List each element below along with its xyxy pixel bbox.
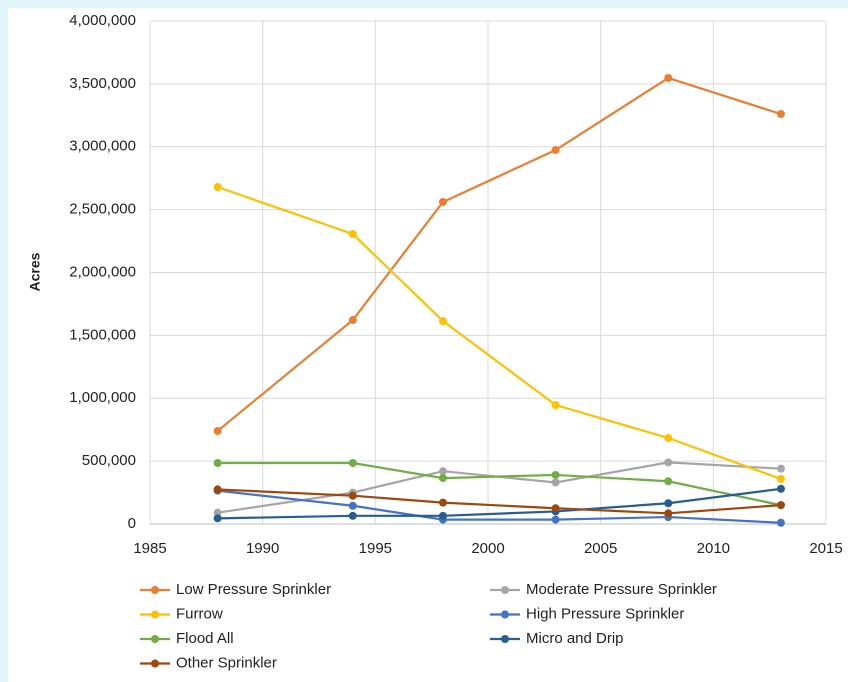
legend-label: High Pressure Sprinkler [526, 605, 684, 622]
y-tick-label: 0 [128, 515, 136, 532]
data-point [551, 470, 560, 479]
data-point [213, 426, 222, 435]
data-point [438, 474, 447, 483]
x-tick-label: 2015 [809, 540, 842, 557]
legend-label: Moderate Pressure Sprinkler [526, 581, 717, 598]
data-point [664, 499, 673, 508]
data-point [776, 474, 785, 483]
legend-label: Furrow [176, 605, 223, 622]
data-point [348, 459, 357, 468]
data-point [348, 511, 357, 520]
legend-swatch [501, 586, 509, 594]
data-point [776, 484, 785, 493]
data-point [664, 73, 673, 82]
data-point [438, 511, 447, 520]
y-tick-label: 4,000,000 [69, 12, 136, 29]
data-point [213, 459, 222, 468]
x-tick-label: 1990 [246, 540, 279, 557]
y-tick-label: 500,000 [82, 452, 136, 469]
y-tick-label: 2,000,000 [69, 263, 136, 280]
y-tick-label: 1,500,000 [69, 326, 136, 343]
data-point [438, 498, 447, 507]
data-point [438, 197, 447, 206]
data-point [348, 501, 357, 510]
legend-label: Micro and Drip [526, 630, 624, 647]
legend-label: Low Pressure Sprinkler [176, 581, 331, 598]
data-point [551, 401, 560, 410]
data-point [664, 458, 673, 467]
data-point [776, 110, 785, 119]
legend-swatch [151, 659, 159, 668]
x-tick-label: 1995 [359, 540, 392, 557]
series-line [217, 489, 781, 524]
x-tick-label: 2005 [584, 540, 617, 557]
data-point [664, 477, 673, 486]
data-point [213, 182, 222, 191]
legend-swatch [501, 635, 509, 643]
data-point [348, 316, 357, 325]
data-point [776, 464, 785, 473]
legend-swatch [151, 610, 159, 619]
series-line [216, 76, 782, 432]
series-line [217, 185, 782, 481]
data-point [348, 230, 357, 239]
data-point [348, 491, 357, 500]
series-line [217, 461, 782, 507]
data-point [664, 433, 673, 442]
legend-swatch [151, 586, 159, 594]
y-tick-label: 2,500,000 [69, 201, 136, 218]
x-tick-label: 1985 [133, 540, 166, 557]
data-point [551, 504, 560, 513]
data-point [776, 518, 785, 527]
data-point [213, 514, 222, 523]
y-axis-label: Acres [27, 252, 43, 291]
data-point [438, 467, 447, 476]
legend-label: Other Sprinkler [176, 654, 277, 671]
series-line [217, 488, 782, 515]
chart-area [8, 8, 848, 682]
data-point [213, 508, 222, 517]
data-point [438, 317, 447, 326]
data-point [551, 146, 560, 155]
legend-swatch [501, 610, 509, 619]
y-tick-label: 1,000,000 [69, 389, 136, 406]
data-point [551, 515, 560, 524]
y-tick-label: 3,500,000 [69, 75, 136, 92]
legend-swatch [151, 635, 159, 643]
data-point [776, 501, 785, 510]
legend-label: Flood All [176, 630, 234, 647]
data-point [664, 509, 673, 518]
y-tick-label: 3,000,000 [69, 138, 136, 155]
data-point [551, 478, 560, 487]
series-line [217, 487, 782, 520]
x-tick-label: 2000 [471, 540, 504, 557]
data-point [213, 485, 222, 494]
x-tick-label: 2010 [697, 540, 730, 557]
